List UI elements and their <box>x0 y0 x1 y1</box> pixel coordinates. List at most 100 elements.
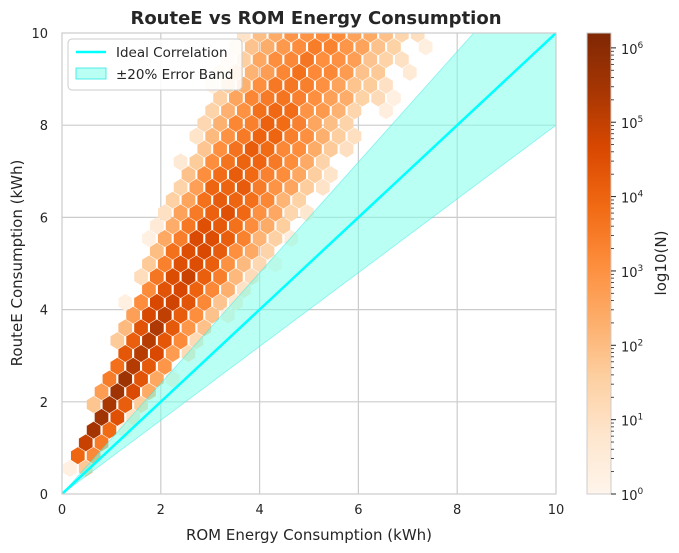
hexbin-cell <box>418 38 433 56</box>
x-tick-label: 0 <box>58 503 66 518</box>
ideal-correlation-line <box>62 33 556 494</box>
hexbin-cell <box>181 319 196 337</box>
colorbar-tick-label: 103 <box>621 264 643 281</box>
hexbin-cell <box>173 306 188 324</box>
x-tick-label: 8 <box>453 503 461 518</box>
hexbin-cell <box>292 63 306 81</box>
hexbin-cell <box>244 242 259 260</box>
hexbin-cell <box>402 63 417 81</box>
hexbin-cell <box>94 383 109 401</box>
hexbin-cell <box>134 370 148 388</box>
hexbin-cell <box>347 51 362 69</box>
hexbin-cell <box>308 166 322 184</box>
hexbin-cell <box>315 102 330 120</box>
colorbar-tick-label: 106 <box>621 41 644 58</box>
hexbin-cell <box>252 178 267 196</box>
hexbin-cell <box>205 153 220 171</box>
colorbar-tick-label: 100 <box>621 487 644 504</box>
hexbin-cell <box>347 127 362 145</box>
hexbin-cell <box>205 229 220 247</box>
hexbin-cell <box>189 204 204 222</box>
hexbin-cell <box>284 127 299 145</box>
hexbin-cell <box>213 191 227 209</box>
hexbin-cell <box>268 204 283 222</box>
hexbin-cell <box>213 140 227 158</box>
hexbin-cell <box>379 102 393 120</box>
hexbin-cell <box>229 166 243 184</box>
hexbin-cell <box>150 293 164 311</box>
hexbin-cell <box>244 89 259 107</box>
hexbin-cell <box>70 447 85 465</box>
hexbin-cell <box>355 38 370 56</box>
hexbin-cell <box>284 153 299 171</box>
hexbin-cell <box>347 33 362 43</box>
hexbin-cell <box>142 306 156 324</box>
hexbin-cell <box>252 153 267 171</box>
x-tick-label: 10 <box>548 503 565 518</box>
hexbin-cell <box>315 51 330 69</box>
hexbin-cell <box>205 255 220 273</box>
hexbin-cell <box>268 76 283 94</box>
hexbin-cell <box>260 63 275 81</box>
hexbin-cell <box>308 114 322 133</box>
hexbin-cell <box>110 357 125 375</box>
hexbin-cell <box>126 332 140 350</box>
hexbin-cell <box>339 89 354 107</box>
hexbin-cell <box>268 153 283 171</box>
hexbin-cell <box>134 268 148 286</box>
hexbin-cell <box>315 76 330 94</box>
hexbin-cell <box>276 63 291 81</box>
hexbin-cell <box>268 33 283 43</box>
hexbin-cell <box>110 332 125 350</box>
colorbar-tick-label: 102 <box>621 338 643 355</box>
hexbin-cell <box>331 51 346 69</box>
hexbin-cell <box>118 344 133 362</box>
hexbin-cell <box>197 140 212 158</box>
hexbin-cell <box>323 38 338 56</box>
hexbin-cell <box>189 127 204 145</box>
hexbin-cell <box>126 383 140 401</box>
hexbin-cell <box>300 51 314 69</box>
hexbin-cell <box>276 191 291 209</box>
y-tick-label: 8 <box>40 119 48 134</box>
hexbin-cell <box>165 242 180 260</box>
hexbin-cell <box>221 204 235 222</box>
hexbin-cell <box>134 344 148 362</box>
hexbin-cell <box>292 191 306 209</box>
hexbin-cell <box>110 383 125 401</box>
hexbin-cell <box>276 38 291 56</box>
hexbin-cell <box>236 204 251 222</box>
hexbin-cell <box>142 229 156 247</box>
chart-title: RouteE vs ROM Energy Consumption <box>130 8 501 29</box>
hexbin-cell <box>165 217 180 235</box>
hexbin-cell <box>189 281 204 299</box>
hexbin-cell <box>229 89 243 107</box>
hexbin-cell <box>229 140 243 158</box>
colorbar: 100 101 102 103 104 105 106 log10(N) <box>586 32 670 504</box>
hexbin-cell <box>315 153 330 171</box>
hexbin-cell <box>118 370 133 388</box>
y-axis-title: RouteE Consumption (kWh) <box>8 160 26 367</box>
hexbin-cell <box>236 127 251 145</box>
hexbin-cell <box>284 33 299 43</box>
hexbin-cell <box>102 421 117 439</box>
hexbin-cell <box>157 229 172 247</box>
legend-box <box>67 38 243 91</box>
hexbin-cell <box>102 396 117 414</box>
hexbin-cell <box>118 293 133 311</box>
hexbin-cell <box>268 127 283 145</box>
hexbin-cell <box>300 127 314 145</box>
hexbin-cell <box>118 396 133 414</box>
hexbin-cell <box>229 217 243 235</box>
hexbin-cell <box>236 102 251 120</box>
hexbin-cell <box>189 178 204 196</box>
hexbin-cell <box>284 51 299 69</box>
hexbin-cell <box>244 217 259 235</box>
hexbin-cell <box>371 63 386 81</box>
hexbin-cell <box>236 178 251 196</box>
hexbin-cell <box>244 38 259 56</box>
legend-band-swatch <box>75 67 107 80</box>
hexbin-cell <box>181 268 196 286</box>
hexbin-cell <box>205 281 220 299</box>
